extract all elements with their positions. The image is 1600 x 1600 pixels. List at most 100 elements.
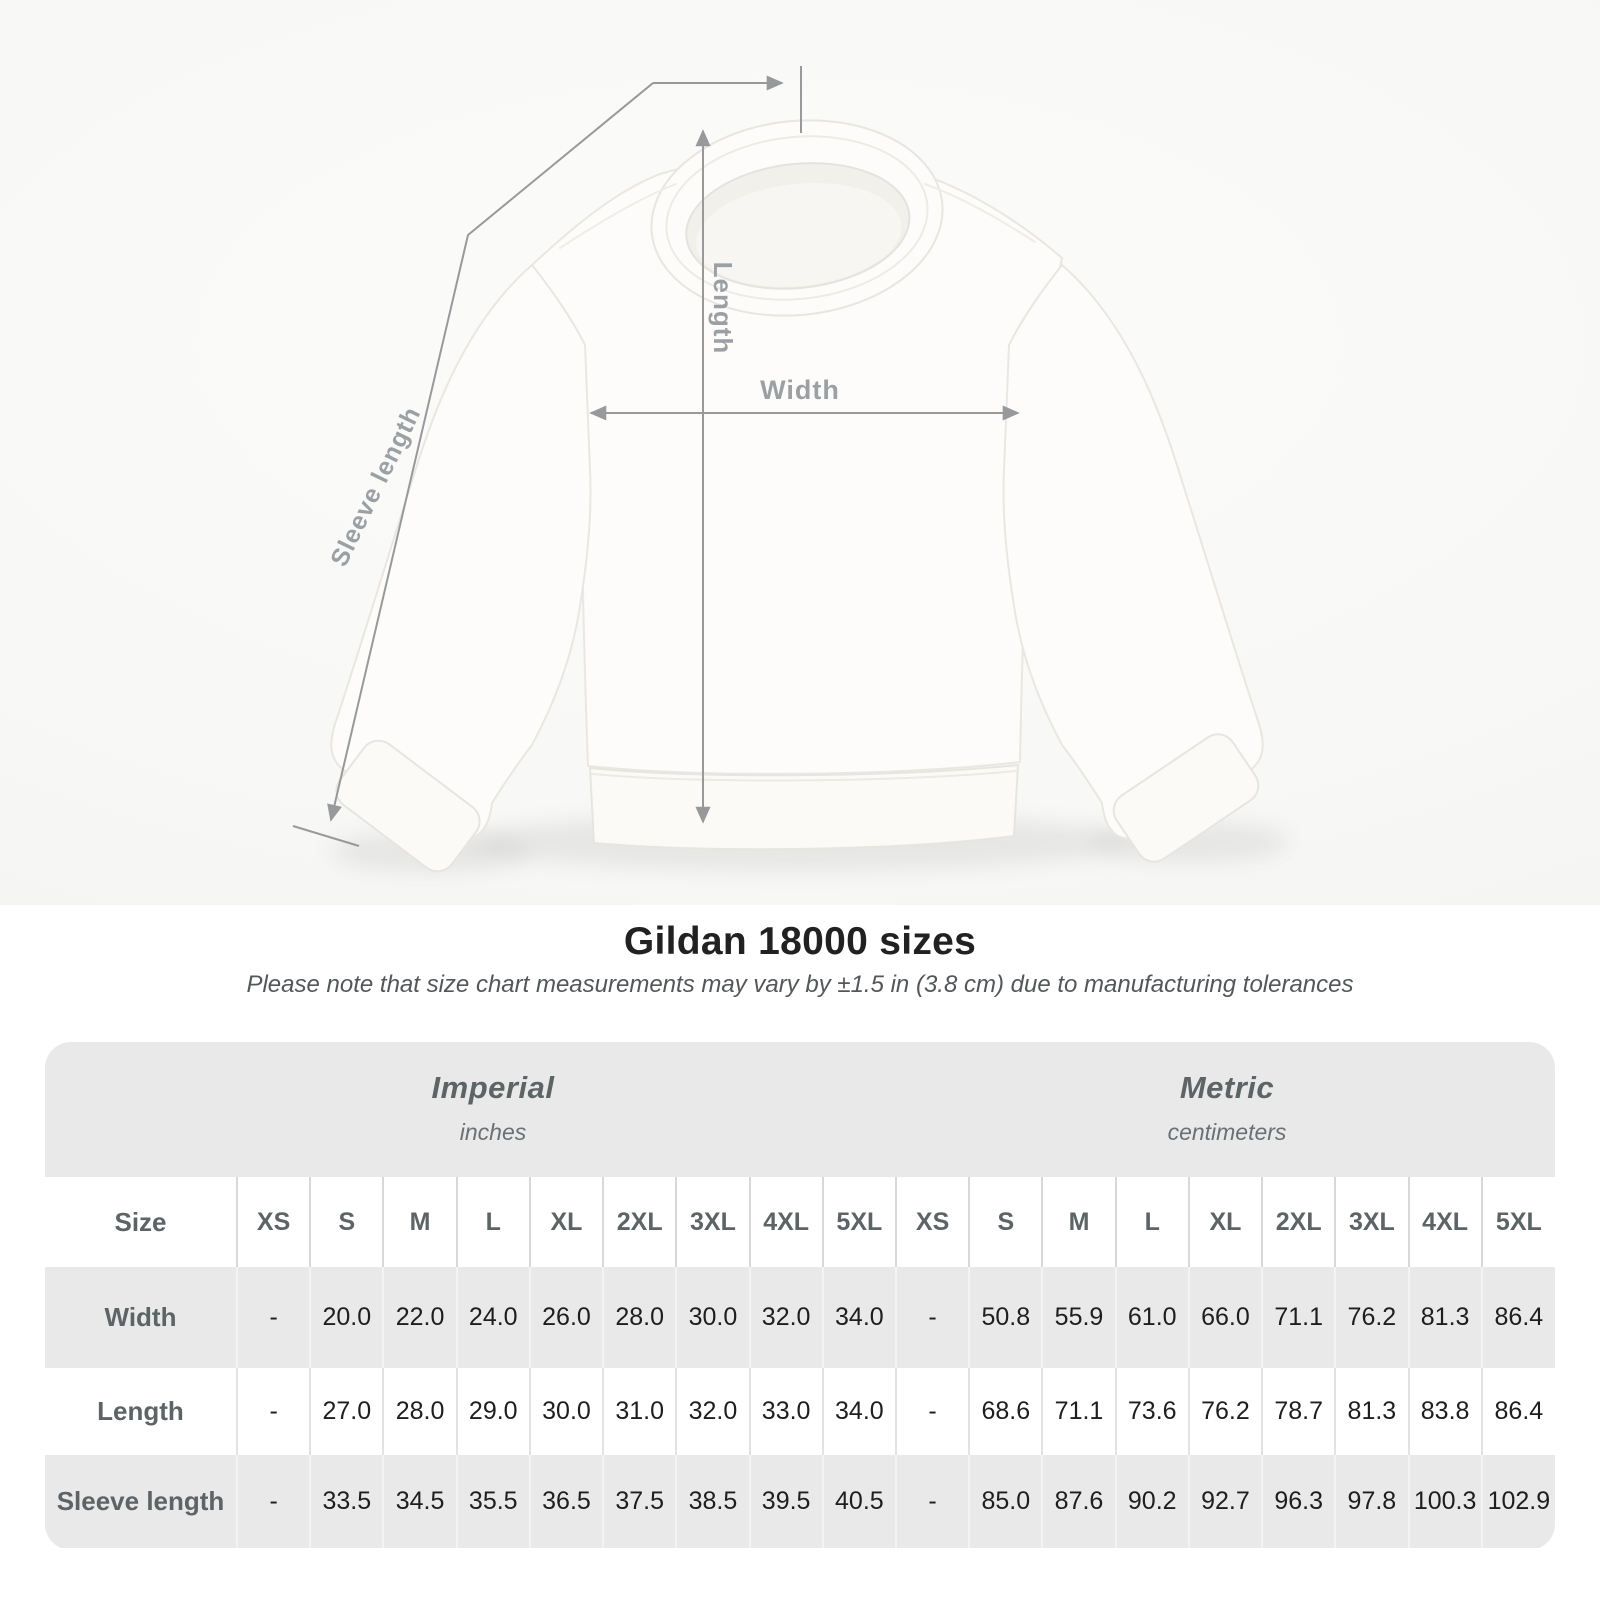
value-cell: 26.0	[528, 1267, 604, 1368]
imperial-section-header: Imperial inches	[432, 1042, 555, 1146]
product-photo-section: Length Width Sleeve length	[0, 0, 1600, 905]
value-cell: 35.5	[455, 1455, 530, 1548]
value-cell: 73.6	[1114, 1368, 1189, 1455]
size-col-header: 2XL	[1261, 1177, 1336, 1267]
width-row: Width - 20.0 22.0 24.0 26.0 28.0 30.0 32…	[45, 1267, 1555, 1368]
value-cell: 37.5	[602, 1455, 677, 1548]
value-cell: 29.0	[455, 1368, 530, 1455]
value-cell: 34.5	[382, 1455, 457, 1548]
value-cell: 30.0	[528, 1368, 604, 1455]
imperial-unit: inches	[459, 1119, 527, 1145]
value-cell: 27.0	[309, 1368, 384, 1455]
value-cell: 76.2	[1187, 1368, 1263, 1455]
value-cell: 36.5	[528, 1455, 604, 1548]
sleeve-end-tick	[292, 825, 360, 847]
size-col-header: L	[455, 1177, 530, 1267]
value-cell: 102.9	[1480, 1455, 1555, 1548]
length-row: Length - 27.0 28.0 29.0 30.0 31.0 32.0 3…	[45, 1368, 1555, 1455]
right-cuff	[1112, 733, 1260, 863]
value-cell: 28.0	[602, 1267, 677, 1368]
sleeve-length-dimension-line	[327, 82, 654, 822]
size-col-header: 4XL	[748, 1177, 823, 1267]
value-cell: 87.6	[1041, 1455, 1116, 1548]
value-cell: 30.0	[675, 1267, 750, 1368]
collar	[650, 119, 944, 317]
size-column-header: Size	[114, 1206, 167, 1237]
size-header-row: Size XS S M L XL 2XL 3XL 4XL 5XL XS S M …	[45, 1177, 1555, 1267]
value-cell: 34.0	[821, 1267, 896, 1368]
value-cell: 33.0	[748, 1368, 823, 1455]
size-table-grid: Size XS S M L XL 2XL 3XL 4XL 5XL XS S M …	[45, 1177, 1555, 1548]
value-cell: 24.0	[455, 1267, 530, 1368]
row-label: Width	[104, 1302, 177, 1332]
right-shoulder-seam	[924, 183, 1036, 243]
imperial-title: Imperial	[431, 1070, 555, 1105]
value-cell: -	[235, 1267, 311, 1368]
size-col-header: 2XL	[602, 1177, 677, 1267]
size-col-header: 5XL	[1480, 1177, 1555, 1267]
value-cell: 90.2	[1114, 1455, 1189, 1548]
value-cell: -	[894, 1267, 970, 1368]
value-cell: 50.8	[968, 1267, 1043, 1368]
value-cell: 32.0	[748, 1267, 823, 1368]
size-col-header: S	[968, 1177, 1043, 1267]
size-col-header: 4XL	[1407, 1177, 1482, 1267]
value-cell: -	[894, 1455, 970, 1548]
sweatshirt-measurement-diagram: Length Width Sleeve length	[292, 66, 1290, 873]
size-col-header: XS	[894, 1177, 970, 1267]
page-title: Gildan 18000 sizes	[623, 920, 977, 963]
size-table: Imperial inches Metric centimeters Size …	[45, 1042, 1555, 1550]
value-cell: 96.3	[1261, 1455, 1336, 1548]
size-col-header: 5XL	[821, 1177, 896, 1267]
length-dimension-label: Length	[708, 262, 738, 355]
metric-title: Metric	[1179, 1070, 1275, 1105]
width-dimension-label: Width	[760, 375, 840, 405]
value-cell: 31.0	[602, 1368, 677, 1455]
value-cell: 78.7	[1261, 1368, 1336, 1455]
value-cell: -	[235, 1368, 311, 1455]
value-cell: 83.8	[1407, 1368, 1482, 1455]
value-cell: 81.3	[1334, 1368, 1409, 1455]
left-sleeve	[330, 264, 592, 840]
value-cell: 81.3	[1407, 1267, 1482, 1368]
value-cell: 39.5	[748, 1455, 823, 1548]
size-col-header: 3XL	[675, 1177, 750, 1267]
sweatshirt-illustration	[330, 119, 1264, 873]
row-label: Length	[97, 1396, 184, 1426]
size-col-header: M	[382, 1177, 457, 1267]
value-cell: 100.3	[1407, 1455, 1482, 1548]
right-sleeve	[1002, 264, 1264, 840]
size-col-header: L	[1114, 1177, 1189, 1267]
value-cell: 97.8	[1334, 1455, 1409, 1548]
value-cell: 34.0	[821, 1368, 896, 1455]
tolerance-note: Please note that size chart measurements…	[246, 971, 1354, 998]
size-col-header: XL	[528, 1177, 604, 1267]
value-cell: 68.6	[968, 1368, 1043, 1455]
value-cell: 20.0	[309, 1267, 384, 1368]
value-cell: 61.0	[1114, 1267, 1189, 1368]
left-cuff	[335, 739, 481, 873]
value-cell: -	[894, 1368, 970, 1455]
value-cell: 71.1	[1261, 1267, 1336, 1368]
dimension-lines	[292, 66, 1020, 847]
left-shoulder-seam	[559, 183, 677, 249]
value-cell: 55.9	[1041, 1267, 1116, 1368]
value-cell: 71.1	[1041, 1368, 1116, 1455]
value-cell: 40.5	[821, 1455, 896, 1548]
size-col-header: S	[309, 1177, 384, 1267]
size-col-header: M	[1041, 1177, 1116, 1267]
sleeve-length-row: Sleeve length - 33.5 34.5 35.5 36.5 37.5…	[45, 1455, 1555, 1548]
size-col-header: 3XL	[1334, 1177, 1409, 1267]
value-cell: 66.0	[1187, 1267, 1263, 1368]
value-cell: 86.4	[1480, 1368, 1555, 1455]
row-label: Sleeve length	[56, 1486, 225, 1516]
value-cell: 92.7	[1187, 1455, 1263, 1548]
value-cell: 28.0	[382, 1368, 457, 1455]
value-cell: 32.0	[675, 1368, 750, 1455]
value-cell: 85.0	[968, 1455, 1043, 1548]
value-cell: -	[235, 1455, 311, 1548]
metric-unit: centimeters	[1167, 1119, 1287, 1145]
value-cell: 22.0	[382, 1267, 457, 1368]
value-cell: 76.2	[1334, 1267, 1409, 1368]
